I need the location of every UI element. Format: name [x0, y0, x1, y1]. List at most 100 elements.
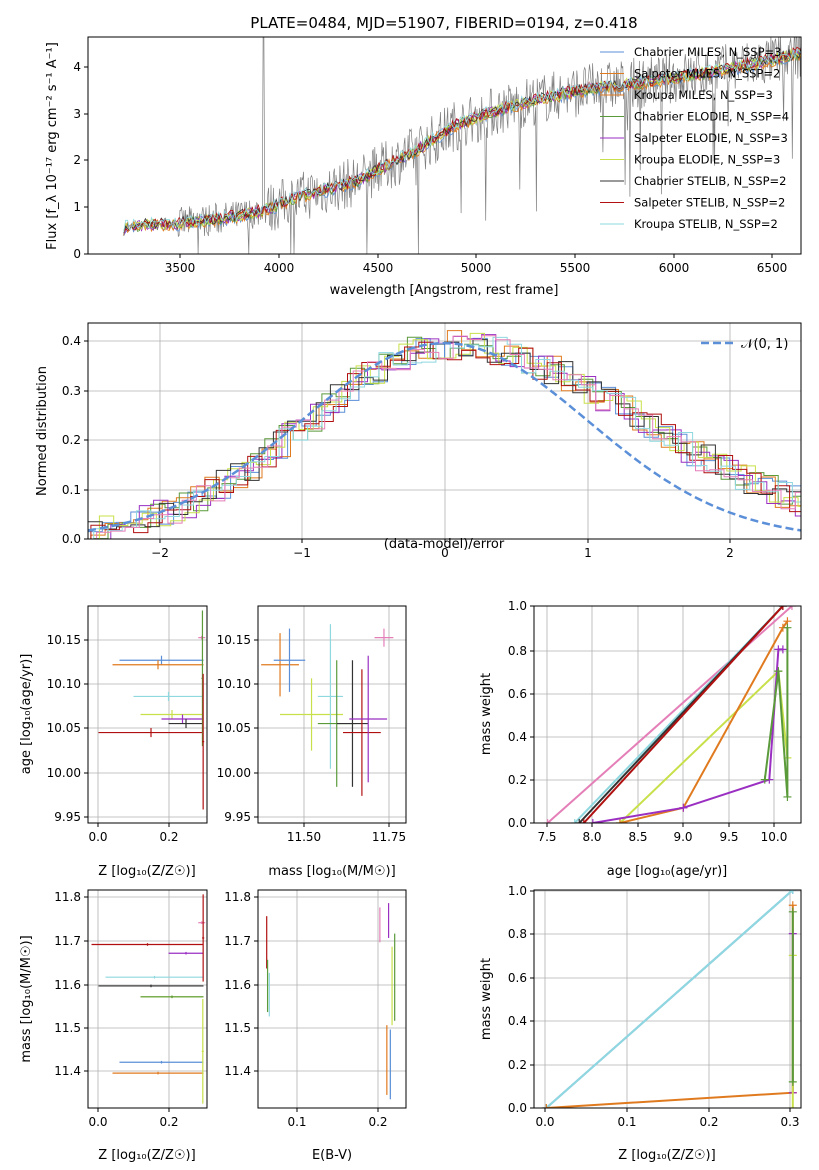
panel-8: 0.0 0.1 0.2 0.3 0.0 0.2 0.4 0.6 0.8 1.0 Z [log₁₀(Z…: [479, 884, 802, 1163]
y-tick-label: 0.3: [62, 384, 81, 398]
x-tick-label: 2: [726, 546, 734, 560]
panel-1: 3500 4000 4500 5000 5500 6000 6500 0 1 2 3 4 wavelen…: [45, 14, 802, 298]
legend-entry: Kroupa ELODIE, N_SSP=3: [634, 153, 780, 167]
y-tick-label: 0.0: [508, 816, 527, 830]
y-tick-label: 11.8: [224, 890, 251, 904]
y-tick-label: 0.0: [62, 532, 81, 546]
model-spectrum-line: [123, 49, 801, 233]
x-tick-label: 0.0: [535, 1115, 554, 1129]
y-tick-label: 0.8: [508, 927, 527, 941]
y-tick-label: 11.6: [54, 978, 81, 992]
x-tick-label: 0.1: [287, 1115, 306, 1129]
x-tick-label: 0: [441, 546, 449, 560]
point-marker: [783, 623, 792, 632]
axes-frame: [87, 605, 208, 824]
point-marker: [778, 645, 787, 654]
x-axis-label: E(B-V): [312, 1148, 352, 1163]
x-tick-label: 0.0: [88, 1115, 107, 1129]
y-axis-label: mass [log₁₀(M/M☉)]: [19, 935, 34, 1062]
chart-title: PLATE=0484, MJD=51907, FIBERID=0194, z=0…: [250, 14, 637, 32]
y-tick-label: 0.2: [508, 773, 527, 787]
cumulative-line: [619, 620, 789, 823]
x-tick-label: 5000: [461, 261, 492, 275]
point-marker: [788, 890, 797, 894]
point-marker: [788, 1077, 797, 1086]
gaussian-curve: [88, 341, 801, 532]
residual-histogram: [88, 334, 801, 539]
y-tick-label: 10.05: [47, 721, 81, 735]
x-tick-label: 9.0: [673, 830, 692, 844]
model-spectrum-line: [123, 48, 801, 234]
legend-entry: Chabrier MILES, N_SSP=3: [634, 45, 781, 59]
y-tick-label: 10.00: [47, 766, 81, 780]
y-tick-label: 3: [73, 107, 81, 121]
x-tick-label: 4500: [363, 261, 394, 275]
point-marker: [788, 907, 797, 916]
cumulative-line: [763, 627, 789, 798]
point-marker: [760, 775, 769, 784]
y-tick-label: 11.8: [54, 890, 81, 904]
y-tick-label: 11.5: [54, 1021, 81, 1035]
x-tick-label: 6000: [659, 261, 690, 275]
axes-frame: [87, 36, 802, 255]
panel-2: −2 −1 0 1 2 0.0 0.1 0.2 0.3 0.4 (data-model)/error…: [35, 322, 802, 560]
axes-frame: [87, 889, 208, 1109]
x-axis-label: Z [log₁₀(Z/Z☉)]: [618, 1148, 715, 1163]
legend-entry: Kroupa MILES, N_SSP=3: [634, 88, 773, 102]
x-tick-label: −1: [293, 546, 311, 560]
residual-histogram: [88, 337, 801, 539]
point-marker: [783, 792, 792, 801]
cumulative-line: [592, 648, 783, 823]
x-tick-label: −2: [151, 546, 169, 560]
x-tick-label: 8.0: [582, 830, 601, 844]
y-tick-label: 11.7: [54, 934, 81, 948]
residual-histogram: [88, 341, 801, 539]
x-tick-label: 9.5: [719, 830, 738, 844]
panel-5: 7.5 8.0 8.5 9.0 9.5 10.0 0.0 0.2 0.4 0.6 0.8 1.0 age…: [479, 599, 802, 879]
point-marker: [788, 1104, 797, 1108]
axes-frame: [257, 605, 407, 824]
residual-histogram: [88, 332, 801, 539]
x-tick-label: 0.0: [88, 830, 107, 844]
y-tick-label: 1: [73, 200, 81, 214]
y-tick-label: 10.10: [47, 677, 81, 691]
point-marker: [570, 819, 579, 823]
cumulative-line: [546, 905, 794, 1108]
x-axis-label: age [log₁₀(age/yr)]: [607, 864, 728, 879]
model-spectrum-line: [123, 49, 801, 235]
y-tick-label: 11.7: [224, 934, 251, 948]
y-tick-label: 0: [73, 247, 81, 261]
cumulative-line: [546, 606, 793, 823]
legend-entry: Salpeter STELIB, N_SSP=2: [634, 196, 785, 210]
y-tick-label: 10.15: [217, 633, 251, 647]
y-tick-label: 1.0: [508, 884, 527, 898]
x-axis-label: (data-model)/error: [384, 537, 505, 552]
panel-4: 11.50 11.75 9.95 10.00 10.05 10.10 10.15 mass […: [217, 605, 407, 879]
x-axis-label: mass [log₁₀(M/M☉)]: [268, 864, 395, 879]
x-tick-label: 11.50: [287, 830, 321, 844]
legend-entry: Chabrier ELODIE, N_SSP=4: [634, 110, 789, 124]
axes-frame: [257, 889, 407, 1109]
y-axis-label: age [log₁₀(age/yr)]: [19, 654, 34, 775]
y-axis-label: Normed distribution: [35, 366, 50, 496]
y-tick-label: 0.4: [62, 334, 81, 348]
x-tick-label: 4000: [264, 261, 295, 275]
y-tick-label: 9.95: [54, 810, 81, 824]
legend-entry: Chabrier STELIB, N_SSP=2: [634, 174, 786, 188]
model-spectrum-line: [123, 46, 801, 234]
x-tick-label: 11.75: [372, 830, 406, 844]
x-tick-label: 6500: [757, 261, 788, 275]
legend-entry: 𝒩(0, 1): [741, 337, 788, 352]
y-tick-label: 10.00: [217, 766, 251, 780]
x-tick-label: 0.3: [780, 1115, 799, 1129]
cumulative-line: [583, 606, 784, 823]
y-tick-label: 0.6: [508, 971, 527, 985]
point-marker: [579, 819, 588, 823]
legend-entry: Salpeter ELODIE, N_SSP=3: [634, 131, 788, 145]
y-tick-label: 11.4: [224, 1064, 251, 1078]
y-tick-label: 11.6: [224, 978, 251, 992]
point-marker: [575, 819, 584, 823]
y-tick-label: 0.0: [508, 1101, 527, 1115]
y-axis-label: mass weight: [479, 673, 494, 755]
